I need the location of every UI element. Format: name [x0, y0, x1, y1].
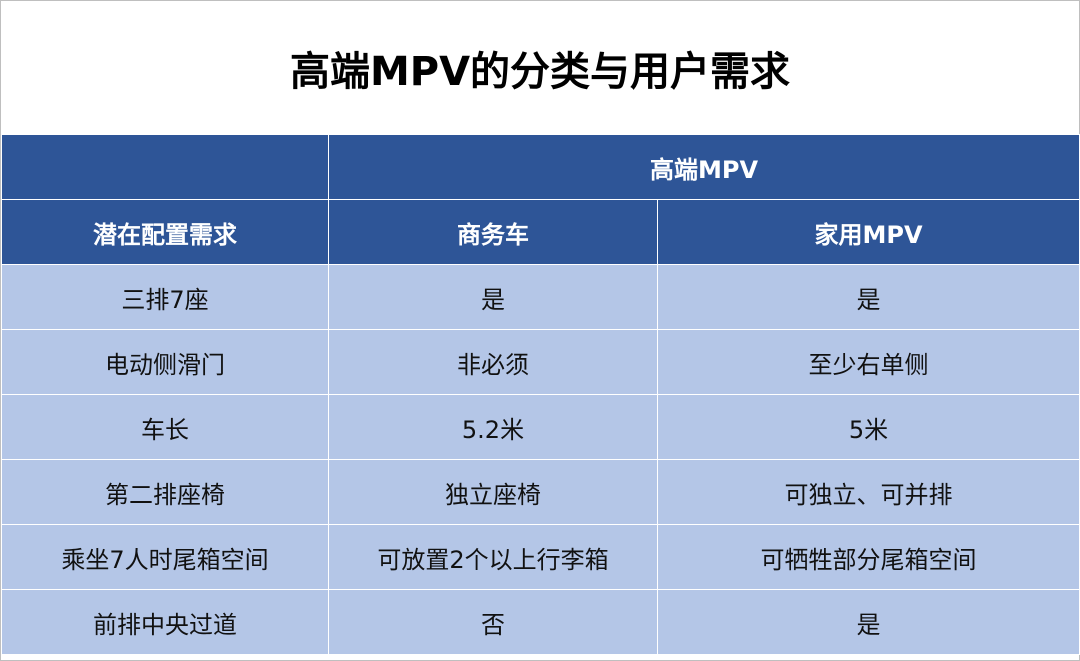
header-group-cell: 高端MPV: [327, 134, 1080, 200]
table-cell: 可放置2个以上行李箱: [328, 524, 658, 590]
table-cell: 可牺牲部分尾箱空间: [656, 524, 1080, 590]
row-label: 前排中央过道: [1, 589, 329, 655]
header-column-row: 潜在配置需求 商务车 家用MPV: [1, 199, 1080, 265]
table-cell: 是: [656, 589, 1080, 655]
table-row: 电动侧滑门 非必须 至少右单侧: [1, 329, 1080, 395]
column-header-business: 商务车: [328, 199, 658, 265]
column-header-family: 家用MPV: [656, 199, 1080, 265]
header-group-row: 高端MPV: [1, 134, 1080, 200]
table-row: 乘坐7人时尾箱空间 可放置2个以上行李箱 可牺牲部分尾箱空间: [1, 524, 1080, 590]
table-row: 车长 5.2米 5米: [1, 394, 1080, 460]
table-cell: 是: [656, 264, 1080, 330]
table-cell: 至少右单侧: [656, 329, 1080, 395]
row-label: 三排7座: [1, 264, 329, 330]
page-title: 高端MPV的分类与用户需求: [289, 48, 791, 95]
table-cell: 可独立、可并排: [656, 459, 1080, 525]
table-row: 三排7座 是 是: [1, 264, 1080, 330]
row-label: 乘坐7人时尾箱空间: [1, 524, 329, 590]
header-empty-cell: [1, 134, 329, 200]
table-cell: 否: [328, 589, 658, 655]
table-cell: 独立座椅: [328, 459, 658, 525]
table-cell: 5米: [656, 394, 1080, 460]
row-label: 第二排座椅: [1, 459, 329, 525]
table-cell: 5.2米: [328, 394, 658, 460]
comparison-table: 高端MPV 潜在配置需求 商务车 家用MPV 三排7座 是 是 电动侧滑门 非必…: [1, 134, 1080, 655]
row-label: 车长: [1, 394, 329, 460]
row-label: 电动侧滑门: [1, 329, 329, 395]
table-cell: 是: [328, 264, 658, 330]
table-cell: 非必须: [328, 329, 658, 395]
table-row: 第二排座椅 独立座椅 可独立、可并排: [1, 459, 1080, 525]
column-header-requirement: 潜在配置需求: [1, 199, 329, 265]
table-row: 前排中央过道 否 是: [1, 589, 1080, 655]
